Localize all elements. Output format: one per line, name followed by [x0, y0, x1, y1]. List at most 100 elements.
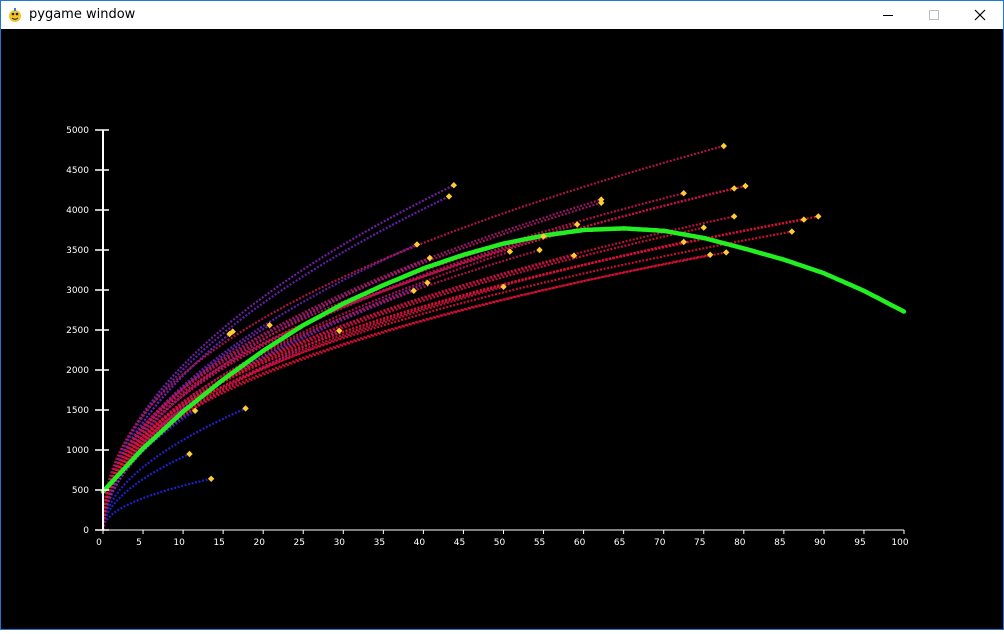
y-tick-label: 1000	[66, 446, 89, 456]
x-tick-label: 35	[374, 538, 385, 548]
x-tick-label: 40	[414, 538, 426, 548]
y-tick-label: 3500	[66, 246, 89, 256]
maximize-button[interactable]	[911, 1, 957, 29]
endpoint-marker	[800, 216, 808, 223]
endpoint-marker	[598, 196, 605, 203]
endpoint-marker	[191, 407, 199, 414]
y-tick-label: 5000	[66, 126, 89, 136]
window-title: pygame window	[29, 7, 136, 22]
endpoints-layer	[186, 142, 822, 482]
x-tick-label: 25	[294, 538, 305, 548]
trajectory-series	[101, 198, 602, 531]
trajectory-series	[101, 240, 684, 531]
trajectory-series	[101, 324, 271, 531]
trajectory-series	[101, 195, 450, 531]
y-tick-label: 0	[83, 526, 89, 536]
trajectory-series	[101, 256, 431, 531]
endpoint-marker	[742, 182, 749, 190]
trajectory-series	[101, 144, 725, 531]
endpoint-marker	[730, 213, 738, 220]
pygame-canvas[interactable]: 0 5 10 15 20 25 30 35 40 45 50 55 60 65 70 75 80 85 90 95 10…	[1, 29, 1003, 629]
trajectory-series	[101, 215, 819, 531]
y-tick-label: 3000	[66, 286, 89, 296]
trajectory-series	[101, 187, 735, 531]
endpoint-marker	[336, 327, 343, 334]
x-tick-label: 90	[814, 538, 826, 548]
axes-layer: 0 5 10 15 20 25 30 35 40 45 50 55 60 65 70 75 80 85 90 95 10…	[66, 126, 909, 548]
endpoint-marker	[573, 221, 581, 228]
endpoint-marker	[700, 224, 707, 231]
x-tick-label: 20	[253, 538, 265, 548]
endpoint-marker	[207, 475, 215, 482]
x-tick-label: 5	[136, 538, 142, 548]
trajectory-series	[101, 407, 247, 531]
trajectory-series	[101, 184, 455, 531]
pygame-snake-icon	[7, 7, 23, 23]
endpoint-marker	[450, 182, 458, 189]
x-tick-label: 75	[694, 538, 705, 548]
x-tick-label: 65	[614, 538, 625, 548]
trajectories-layer	[101, 144, 819, 531]
x-tick-label: 45	[454, 538, 465, 548]
trajectory-series	[101, 289, 415, 531]
endpoint-marker	[426, 254, 434, 262]
x-tick-label: 10	[173, 538, 185, 548]
endpoint-marker	[186, 450, 193, 458]
x-tick-label: 50	[494, 538, 506, 548]
trajectory-series	[101, 477, 212, 531]
trajectory-chart: 0 5 10 15 20 25 30 35 40 45 50 55 60 65 70 75 80 85 90 95 10…	[66, 126, 909, 548]
trajectory-series	[101, 452, 190, 531]
y-tick-label: 2500	[66, 326, 89, 336]
endpoint-marker	[266, 322, 273, 329]
endpoint-marker	[242, 405, 249, 412]
endpoint-marker	[445, 193, 453, 200]
endpoint-marker	[424, 279, 431, 286]
endpoint-marker	[815, 213, 822, 220]
x-tick-label: 15	[213, 538, 224, 548]
trajectory-series	[101, 330, 234, 531]
x-tick-label: 30	[334, 538, 346, 548]
close-button[interactable]	[957, 1, 1003, 29]
minimize-icon	[883, 15, 893, 16]
trajectory-series	[101, 192, 684, 531]
y-tick-label: 4000	[66, 206, 89, 216]
y-tick-label: 500	[72, 486, 89, 496]
trajectory-series	[101, 223, 578, 531]
endpoint-marker	[500, 283, 507, 290]
x-tick-label: 85	[774, 538, 785, 548]
x-tick-label: 70	[654, 538, 666, 548]
x-tick-label: 80	[734, 538, 746, 548]
x-tick-label: 95	[854, 538, 865, 548]
endpoint-marker	[720, 142, 727, 150]
x-tick-label: 100	[891, 538, 908, 548]
endpoint-marker	[570, 252, 578, 259]
trajectory-series	[101, 226, 705, 531]
best-fit-layer	[100, 226, 907, 494]
endpoint-marker	[706, 251, 714, 258]
maximize-icon	[929, 10, 939, 20]
trajectory-series	[101, 281, 428, 531]
endpoint-marker	[722, 249, 730, 256]
y-tick-label: 4500	[66, 166, 89, 176]
trajectory-series	[101, 251, 727, 531]
title-bar[interactable]: pygame window	[1, 1, 1003, 29]
minimize-button[interactable]	[865, 1, 911, 29]
endpoint-marker	[540, 233, 547, 240]
trajectory-series	[101, 248, 540, 531]
endpoint-marker	[410, 287, 417, 294]
y-tick-label: 2000	[66, 366, 89, 376]
endpoint-marker	[680, 190, 687, 197]
trajectory-series	[101, 243, 418, 531]
endpoint-marker	[413, 241, 421, 248]
best-fit-curve	[100, 226, 907, 494]
close-icon	[974, 9, 986, 21]
endpoint-marker	[788, 228, 796, 235]
endpoint-marker	[680, 238, 687, 246]
trajectory-series	[101, 253, 711, 531]
trajectory-series	[101, 285, 504, 531]
x-tick-label: 60	[574, 538, 586, 548]
endpoint-marker	[536, 246, 543, 254]
x-tick-label: 55	[534, 538, 545, 548]
y-tick-label: 1500	[66, 406, 89, 416]
